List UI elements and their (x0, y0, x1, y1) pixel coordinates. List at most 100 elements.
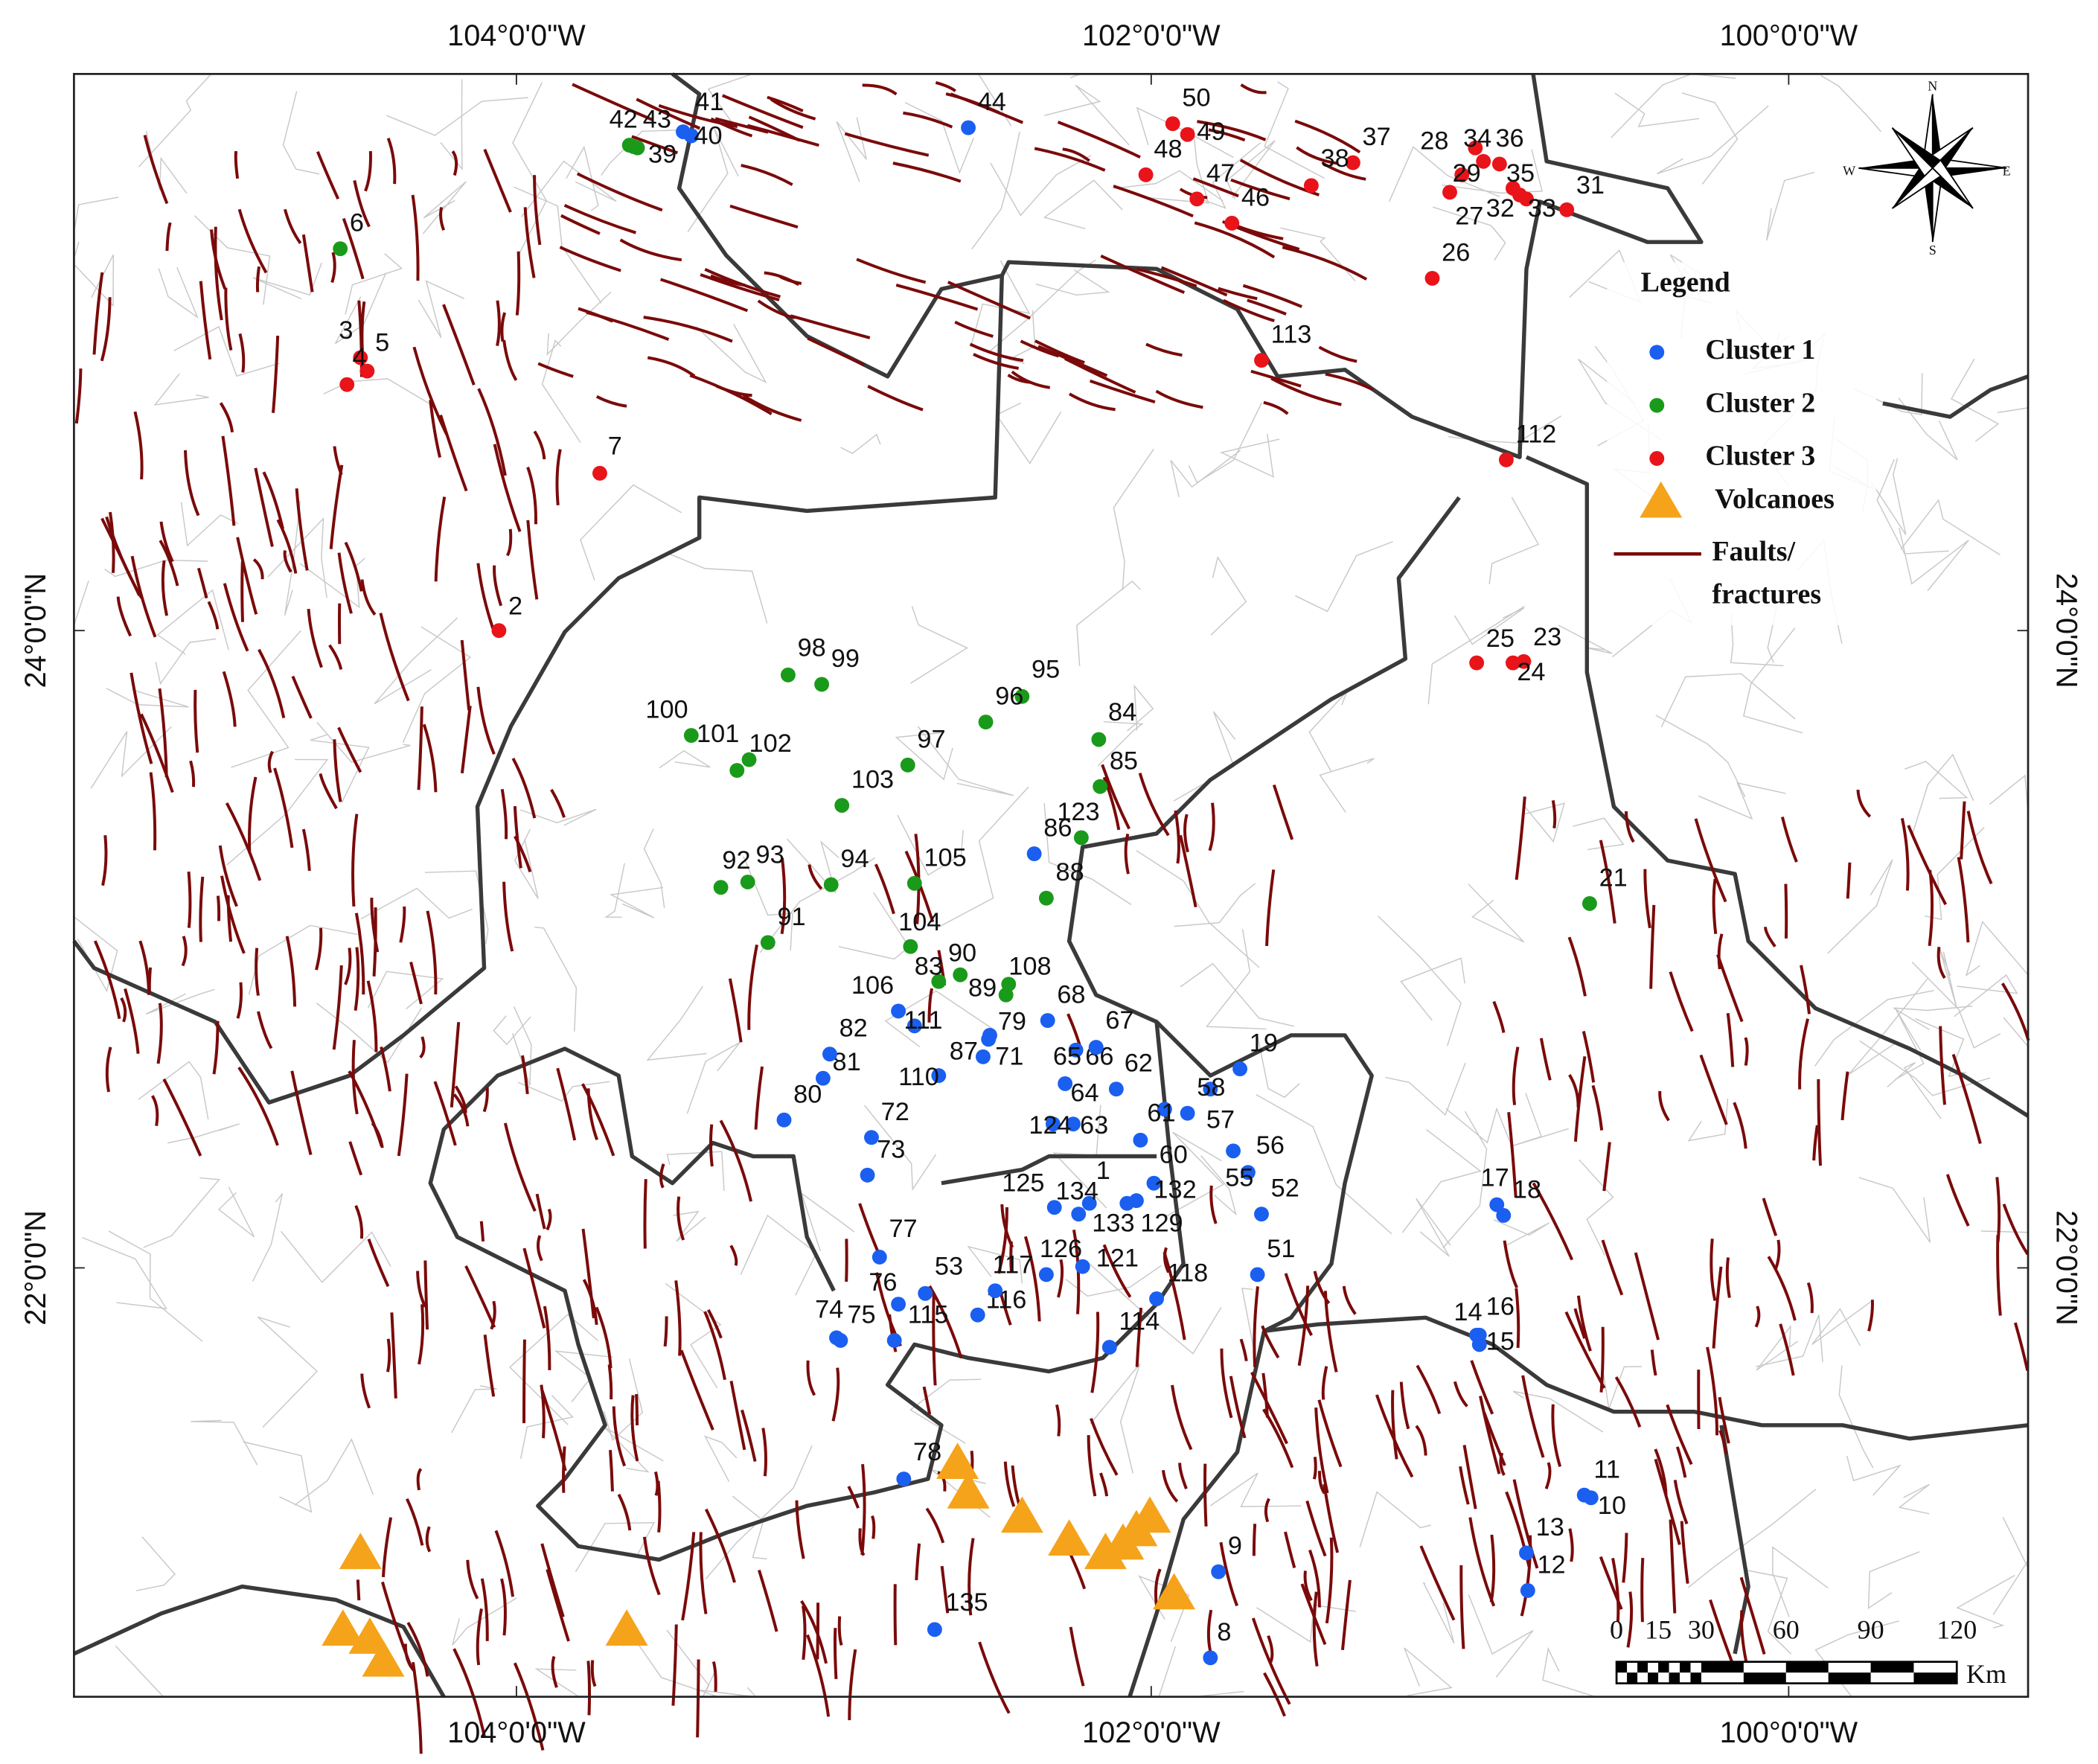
fault-line (1995, 1177, 2001, 1242)
fault-line (1055, 1404, 1061, 1437)
fault-line (947, 281, 1031, 320)
site-label: 68 (1057, 981, 1085, 1009)
fault-line (522, 1339, 526, 1424)
municipal-boundary (1846, 1455, 1902, 1496)
municipal-boundary (580, 484, 682, 581)
site-marker (1071, 1207, 1087, 1222)
fault-line (1020, 339, 1060, 358)
fault-line (2002, 1204, 2030, 1256)
fault-line (831, 1367, 840, 1422)
fault-line (1099, 1472, 1109, 1497)
site-marker (676, 124, 691, 139)
site-label: 61 (1147, 1099, 1175, 1128)
municipal-boundary (281, 1230, 391, 1283)
fault-line (806, 1634, 831, 1717)
site-marker (1101, 1340, 1117, 1355)
site-label: 10 (1598, 1492, 1626, 1520)
fault-line (816, 1602, 820, 1660)
site-label: 13 (1536, 1513, 1564, 1541)
municipal-boundary (452, 1597, 517, 1646)
fault-line (439, 207, 446, 231)
site-marker (1133, 1132, 1148, 1148)
fault-line (643, 316, 733, 343)
fault-line (758, 1569, 778, 1632)
fault-line (371, 1122, 384, 1148)
compass-label: S (1929, 243, 1937, 258)
fault-line (514, 835, 532, 873)
fault-line (1318, 1471, 1326, 1495)
fault-line (535, 1193, 546, 1230)
fault-line (1171, 1384, 1193, 1451)
site-marker (886, 1333, 902, 1348)
site-label: 84 (1108, 698, 1136, 726)
state-boundary (941, 1154, 1157, 1186)
fault-line (1867, 1300, 1874, 1332)
municipal-boundary (1416, 1198, 1451, 1257)
fault-line (466, 1559, 479, 1600)
municipal-boundary (1756, 1314, 1823, 1367)
site-label: 93 (756, 841, 784, 869)
map-frame (73, 72, 2030, 1699)
fault-line (1208, 128, 1246, 142)
fault-line (1069, 1626, 1085, 1687)
site-marker (740, 875, 755, 889)
fault-line (367, 1239, 390, 1288)
municipal-boundary (517, 1081, 610, 1102)
site-label: 49 (1197, 118, 1225, 146)
site-label: 43 (643, 106, 671, 134)
municipal-boundary (257, 1316, 318, 1428)
scale-bar-segment (1690, 1672, 1701, 1684)
fault-line (1399, 1381, 1410, 1430)
fault-line (1470, 1360, 1494, 1415)
fault-line (307, 608, 323, 668)
municipal-boundary (252, 262, 322, 300)
fault-line (607, 1364, 613, 1400)
fault-line (1090, 1311, 1100, 1393)
fault-line (1680, 1521, 1689, 1584)
site-label: 3 (339, 316, 353, 345)
site-label: 40 (694, 121, 722, 150)
municipal-boundary (519, 808, 597, 826)
fault-line (767, 95, 804, 112)
fault-line (476, 686, 496, 755)
municipal-boundary (1870, 458, 1907, 535)
fault-line (1706, 1346, 1719, 1436)
volcano (605, 1609, 648, 1646)
fault-line (476, 563, 495, 629)
site-label: 52 (1271, 1175, 1299, 1203)
site-marker (900, 757, 915, 773)
fault-line (1263, 400, 1289, 415)
fault-line (382, 1517, 393, 1578)
site-label: 90 (948, 939, 976, 968)
site-label: 47 (1206, 159, 1235, 188)
site-marker (1040, 1013, 1055, 1028)
fault-line (1261, 1325, 1280, 1359)
fault-line (267, 750, 274, 773)
fault-line (116, 596, 132, 637)
site-marker (1498, 452, 1514, 467)
site-marker (1424, 270, 1440, 286)
fault-line (133, 411, 144, 480)
site-marker (1046, 1200, 1062, 1215)
fault-line (511, 758, 537, 819)
fault-line (1840, 1071, 1849, 1121)
fault-line (1265, 869, 1276, 947)
site-label: 82 (839, 1014, 868, 1043)
municipal-boundary (1035, 269, 1110, 296)
municipal-boundary (153, 373, 209, 406)
site-marker (1476, 153, 1491, 169)
fault-line (187, 871, 192, 928)
fault-line (165, 222, 172, 252)
scale-bar: 0 15 30 60 90 120 Km (1610, 1614, 2006, 1689)
site-label: 85 (1110, 747, 1138, 775)
fault-line (159, 521, 174, 563)
municipal-boundary (695, 324, 767, 384)
municipal-boundary (1542, 1646, 1596, 1698)
municipal-boundary (990, 155, 1092, 217)
fault-line (1624, 811, 1635, 843)
fault-line (1160, 266, 1228, 297)
fault-line (1297, 1285, 1310, 1367)
fault-line (915, 1543, 921, 1581)
municipal-boundary (1681, 92, 1739, 185)
fault-line (100, 297, 112, 362)
